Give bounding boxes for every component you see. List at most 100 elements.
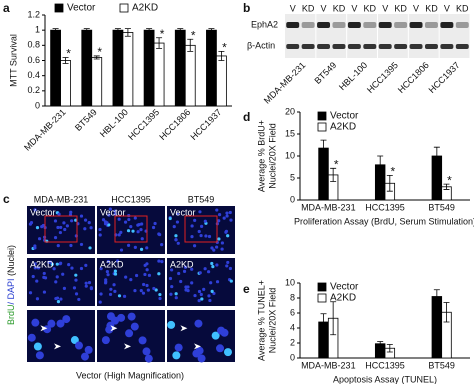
error-bar [83,28,90,33]
x-tick-label: BT549 [428,202,455,212]
nucleus [145,268,149,272]
error-bar [208,28,215,33]
nucleus [220,241,224,245]
y-tick-label: 6 [290,307,295,317]
nucleus [174,234,178,238]
nucleus [59,225,63,230]
error-bar [443,183,450,190]
nucleus [212,291,216,296]
nucleus [98,233,102,237]
nucleus [228,266,233,271]
arrowhead [124,343,131,350]
nucleus [184,285,188,289]
nucleus [27,333,36,342]
nucleus [106,312,115,321]
nucleus [133,289,137,293]
blot-band [347,22,361,28]
nucleus [70,336,79,345]
error-bar [114,28,121,33]
nucleus [99,267,103,271]
nucleus [117,294,122,298]
blot-row-label: β-Actin [247,40,275,50]
y-tick-label: 10 [285,277,295,287]
nucleus [153,221,157,226]
nucleus [126,229,131,233]
column-label: HCC1395 [111,194,151,204]
nucleus [70,266,74,270]
legend-swatch [317,111,327,121]
nucleus [172,225,176,229]
nucleus [220,247,224,251]
nucleus [98,300,102,304]
blot-band [424,44,438,49]
nucleus [127,217,131,222]
y-tick-label: 20 [285,106,295,116]
significance-mark: * [191,28,196,42]
panel-letter: c [3,192,10,206]
error-bar [330,301,337,336]
arrowhead [180,325,188,332]
nucleus [182,269,187,273]
blot-band [347,44,361,49]
y-tick-label: 4 [290,322,295,332]
y-tick-label: 0.8 [27,40,40,50]
nucleus [226,260,230,265]
nucleus [129,278,133,282]
nucleus [48,260,53,264]
nucleus [207,294,211,298]
nucleus [199,292,203,297]
legend-swatch [119,3,129,13]
nucleus [122,294,127,298]
blot-band [424,22,438,28]
nucleus [54,296,58,301]
nucleus [57,212,61,216]
zoom-box [114,215,148,243]
nucleus [192,244,197,248]
nucleus [105,270,109,274]
bar [91,57,103,107]
y-axis-label: Average % TUNEL+ [256,280,266,361]
x-tick-label: HCC1395 [365,360,405,370]
nucleus [109,287,113,291]
image-label: A2KD [100,259,124,269]
nucleus [117,217,121,221]
bar [60,60,71,107]
image-label: Vector [30,207,56,217]
bar [184,44,196,107]
nucleus [228,210,232,215]
nucleus [210,261,214,266]
nucleus [59,297,63,301]
nucleus [158,292,162,297]
nucleus [55,262,59,266]
nucleus [216,344,225,353]
y-axis-label: MTT Survival [8,34,18,87]
legend-swatch [317,293,327,303]
x-tick-label: HCC1806 [157,107,192,142]
nucleus [54,280,58,284]
nucleus [225,264,229,268]
nucleus [158,296,162,301]
nucleus [157,232,161,236]
error-bar [386,344,393,353]
nucleus [211,331,220,340]
significance-mark: * [222,41,227,55]
nucleus [193,218,197,222]
nucleus [136,230,140,234]
y-tick-label: 1 [35,25,40,35]
bar [153,42,165,107]
nucleus [79,242,84,247]
nucleus [174,296,178,300]
nucleus [223,348,232,357]
nucleus [33,342,42,351]
zoom-box [184,215,218,243]
nucleus [43,325,52,334]
significance-mark: * [334,157,339,171]
nucleus [83,227,87,231]
nucleus [144,354,153,363]
y-tick-label: 0 [290,352,295,362]
arrowhead [54,343,61,350]
cell-line-label: MDA-MB-231 [262,60,308,106]
nucleus [87,281,92,285]
nucleus [37,237,42,241]
cell-line-label: HCC1395 [365,60,400,95]
